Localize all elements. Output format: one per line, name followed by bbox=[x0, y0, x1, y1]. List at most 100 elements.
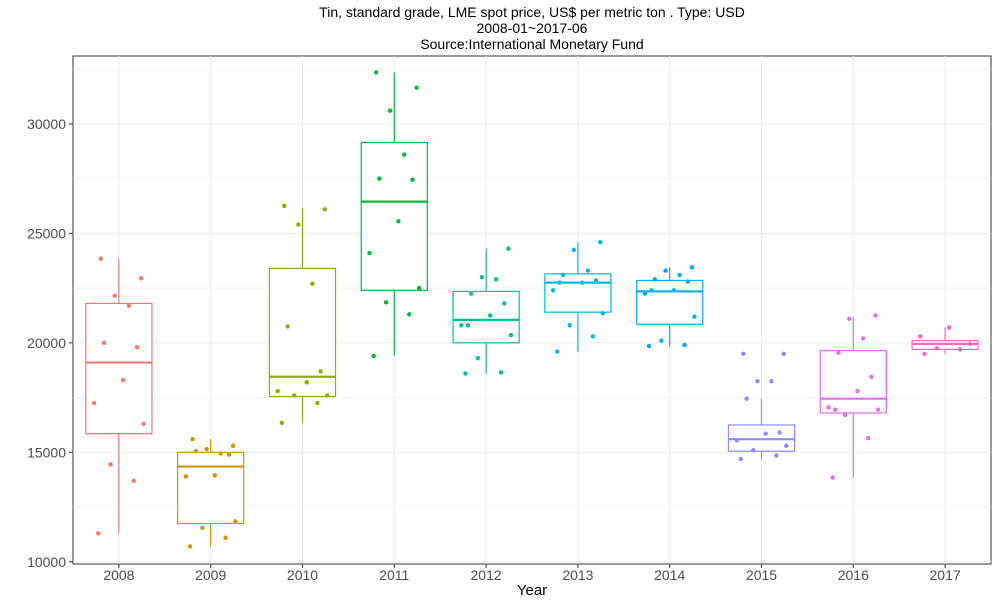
x-tick-label-2014: 2014 bbox=[654, 567, 685, 583]
data-point bbox=[571, 247, 576, 252]
data-point bbox=[322, 207, 328, 212]
data-point bbox=[873, 313, 878, 318]
data-point bbox=[465, 323, 471, 328]
data-point bbox=[91, 400, 97, 406]
data-point bbox=[550, 288, 556, 293]
data-point bbox=[692, 314, 697, 319]
data-point bbox=[112, 293, 117, 298]
x-tick-label-2016: 2016 bbox=[838, 567, 869, 583]
data-point bbox=[410, 177, 415, 182]
iqr-box bbox=[360, 141, 428, 291]
data-point bbox=[579, 280, 585, 285]
data-point bbox=[233, 519, 238, 524]
data-point bbox=[763, 431, 768, 436]
y-tick-label: 25000 bbox=[27, 225, 66, 241]
data-point bbox=[285, 324, 290, 329]
box-2016 bbox=[819, 313, 887, 480]
data-point bbox=[479, 274, 485, 280]
data-point bbox=[642, 291, 648, 296]
data-point bbox=[414, 85, 419, 90]
data-point bbox=[957, 347, 963, 352]
data-point bbox=[377, 176, 382, 181]
data-point bbox=[769, 378, 774, 384]
x-tick-label-2012: 2012 bbox=[471, 567, 502, 583]
data-point bbox=[279, 420, 285, 425]
x-tick-label-2009: 2009 bbox=[195, 567, 226, 583]
iqr-box bbox=[268, 267, 337, 398]
data-point bbox=[310, 281, 315, 286]
x-tick-label-2013: 2013 bbox=[562, 567, 593, 583]
data-point bbox=[200, 525, 205, 531]
data-point bbox=[101, 340, 107, 346]
data-point bbox=[463, 371, 468, 376]
data-point bbox=[861, 336, 866, 341]
data-point bbox=[830, 475, 835, 480]
box-2015 bbox=[727, 351, 796, 462]
data-point bbox=[367, 250, 372, 256]
data-point bbox=[741, 351, 746, 356]
box-2011 bbox=[360, 70, 428, 359]
data-point bbox=[506, 246, 511, 251]
data-point bbox=[108, 462, 113, 467]
data-point bbox=[131, 478, 136, 483]
data-point bbox=[212, 473, 218, 478]
data-point bbox=[187, 544, 193, 549]
data-point bbox=[120, 377, 126, 383]
data-point bbox=[416, 285, 422, 291]
data-point bbox=[555, 349, 560, 354]
box-2009 bbox=[177, 436, 245, 549]
data-point bbox=[659, 338, 664, 343]
x-axis-label: Year bbox=[517, 582, 547, 599]
data-point bbox=[826, 405, 831, 410]
data-point bbox=[502, 301, 507, 306]
data-point bbox=[396, 219, 401, 224]
data-point bbox=[585, 268, 591, 273]
chart-title-line-2: 2008-01~2017-06 bbox=[477, 20, 588, 36]
x-tick-label-2011: 2011 bbox=[379, 567, 409, 583]
data-point bbox=[193, 449, 199, 454]
data-point bbox=[134, 345, 140, 350]
data-point bbox=[875, 407, 881, 412]
data-point bbox=[784, 443, 789, 448]
data-point bbox=[738, 456, 744, 462]
data-point bbox=[967, 341, 973, 347]
data-point bbox=[318, 369, 323, 374]
chart-title-line-1: Tin, standard grade, LME spot price, US$… bbox=[319, 4, 745, 20]
data-point bbox=[275, 388, 280, 394]
data-point bbox=[734, 438, 739, 443]
data-point bbox=[652, 277, 658, 282]
box-2014 bbox=[636, 265, 704, 349]
data-point bbox=[204, 446, 209, 452]
chart-title: Tin, standard grade, LME spot price, US$… bbox=[319, 4, 745, 52]
data-point bbox=[922, 351, 927, 356]
data-point bbox=[469, 291, 474, 296]
data-point bbox=[836, 350, 841, 355]
data-point bbox=[459, 323, 464, 328]
x-tick-label-2010: 2010 bbox=[287, 567, 318, 583]
box-2017 bbox=[911, 325, 979, 356]
data-point bbox=[96, 531, 101, 536]
data-point bbox=[755, 378, 760, 384]
x-tick-label-2015: 2015 bbox=[746, 567, 777, 583]
data-point bbox=[593, 278, 599, 283]
data-point bbox=[373, 70, 379, 75]
data-point bbox=[315, 400, 320, 406]
data-point bbox=[98, 256, 103, 261]
data-point bbox=[777, 430, 782, 435]
box-2010 bbox=[268, 203, 337, 425]
data-point bbox=[230, 443, 236, 448]
data-point bbox=[383, 300, 389, 305]
box-2008 bbox=[85, 256, 153, 536]
data-point bbox=[649, 288, 654, 293]
data-point bbox=[832, 407, 838, 412]
box-2012 bbox=[452, 246, 520, 376]
data-point bbox=[842, 412, 848, 418]
data-point bbox=[682, 342, 687, 348]
data-point bbox=[663, 268, 668, 273]
data-point bbox=[387, 108, 393, 113]
x-tick-label-2017: 2017 bbox=[930, 567, 961, 583]
data-point bbox=[282, 203, 287, 209]
data-point bbox=[557, 280, 562, 285]
data-point bbox=[292, 393, 297, 398]
data-point bbox=[846, 316, 852, 321]
